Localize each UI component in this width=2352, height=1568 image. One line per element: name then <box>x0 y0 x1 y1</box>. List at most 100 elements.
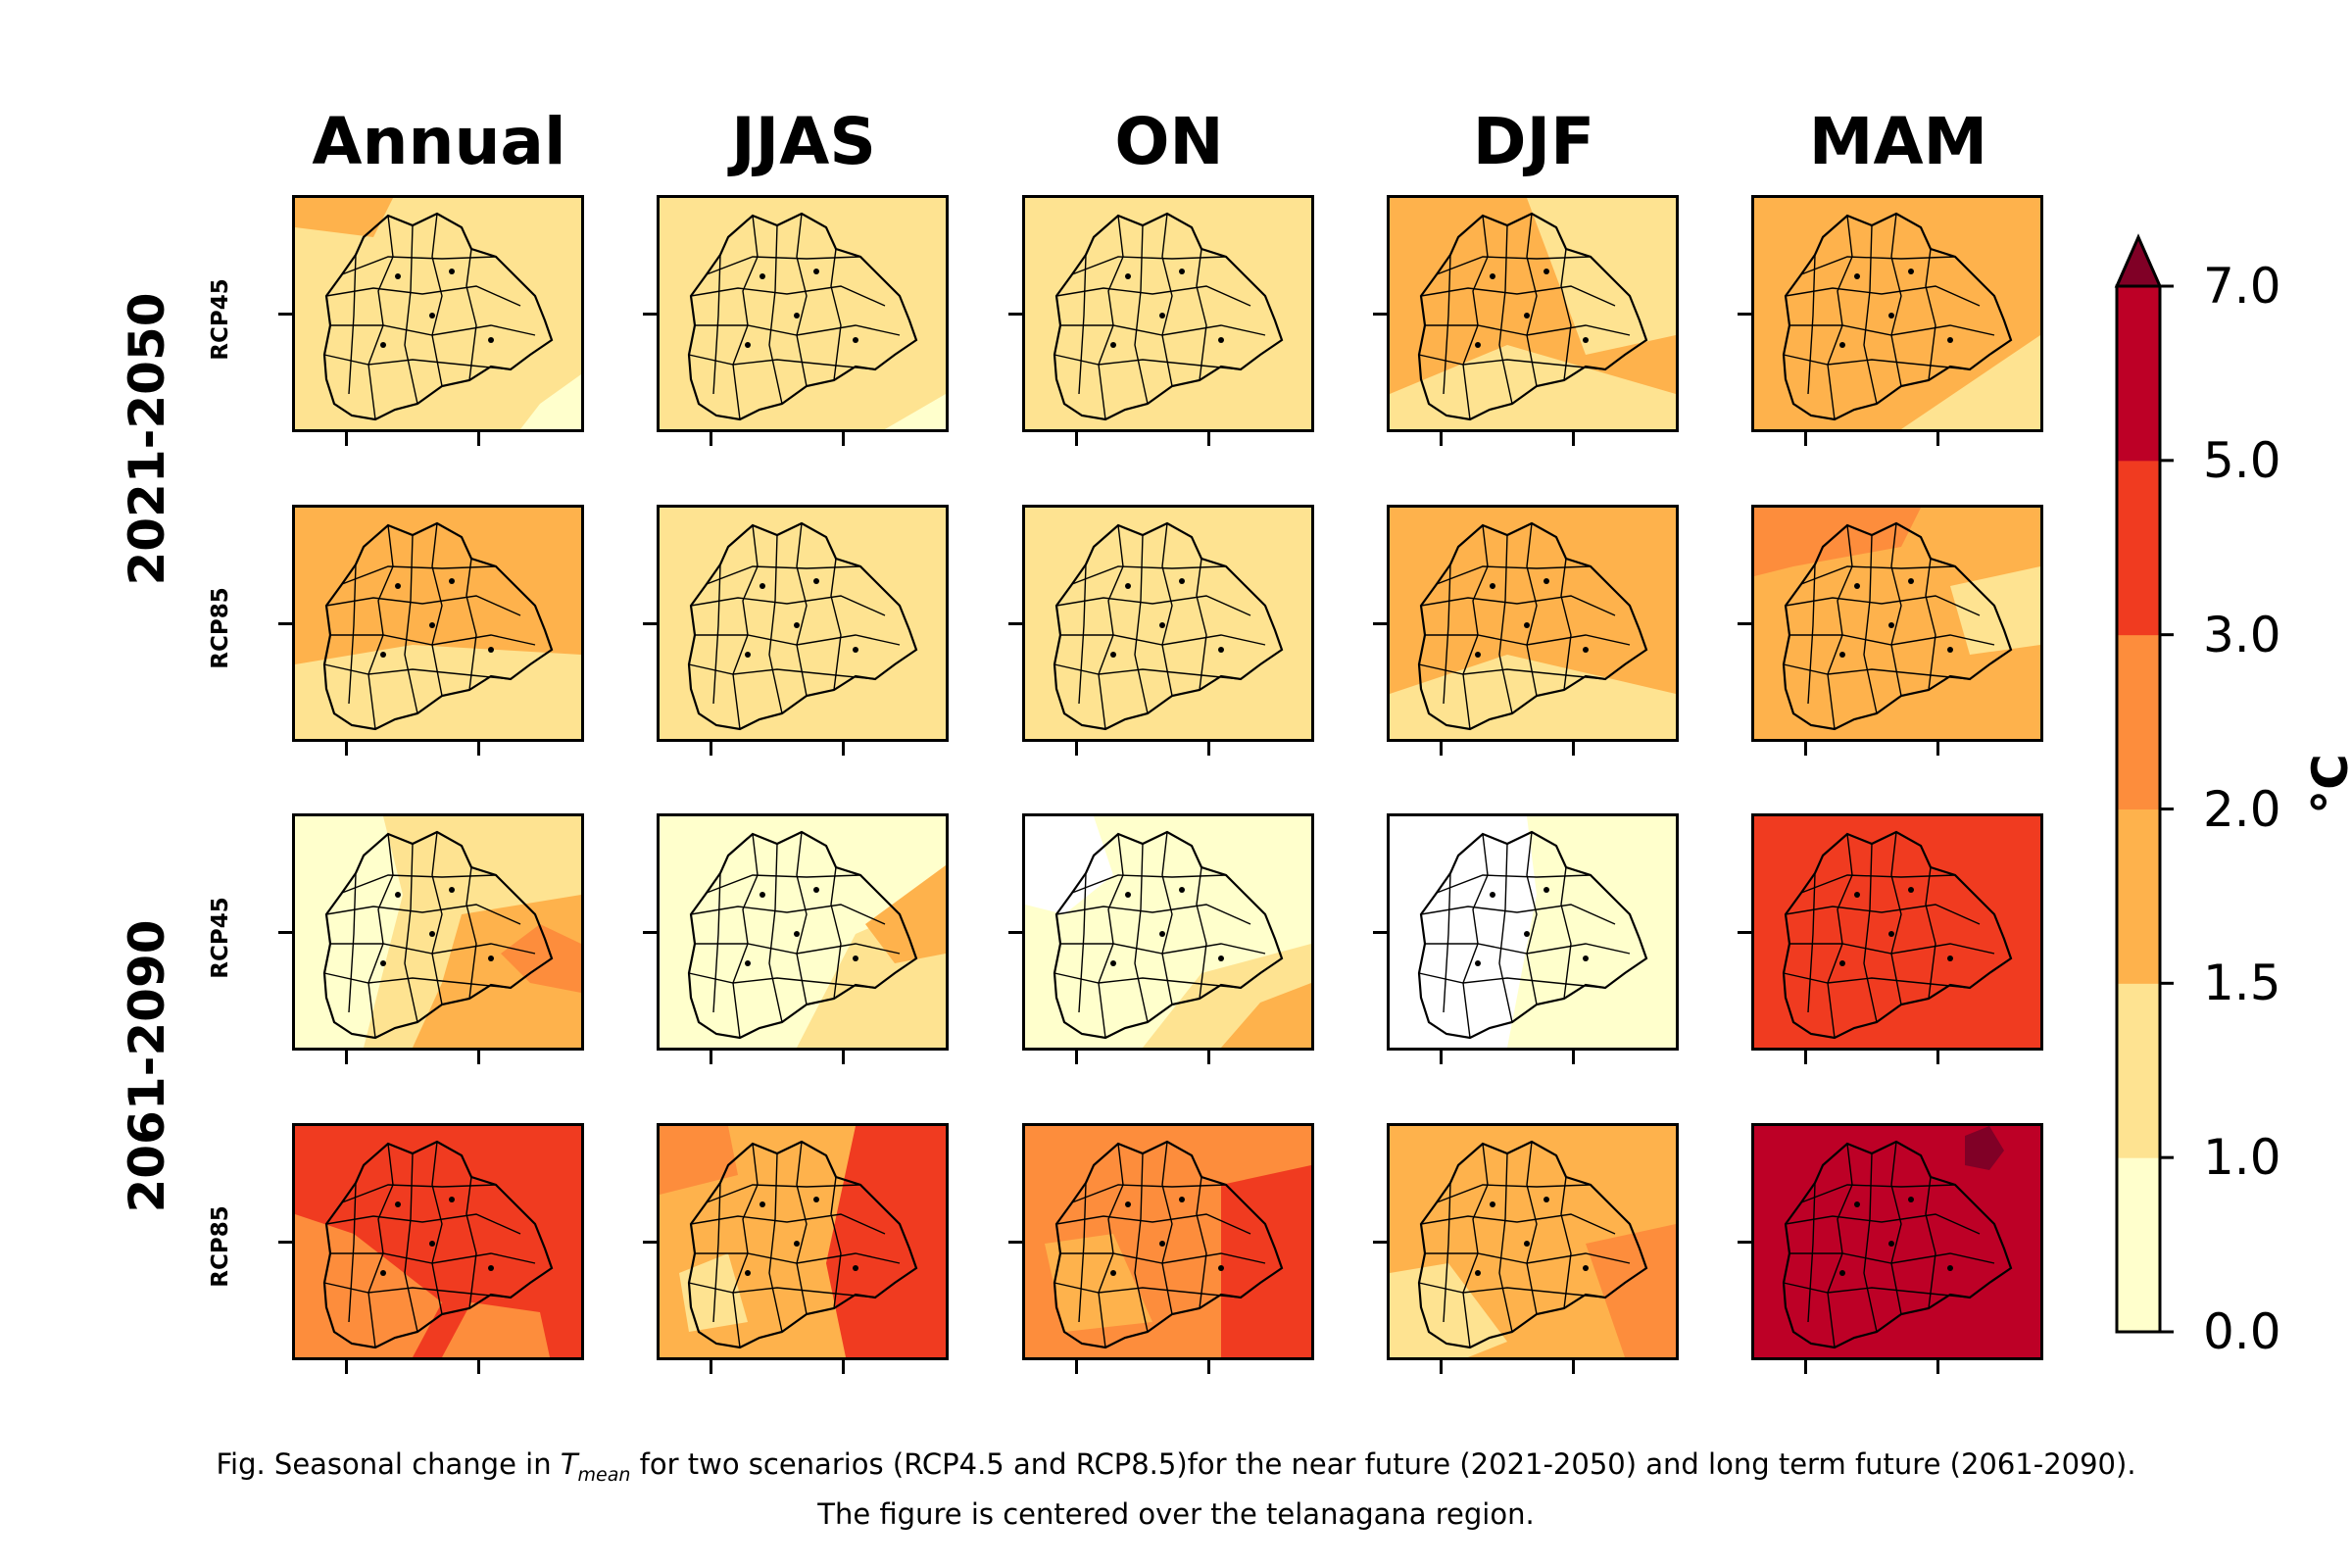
district-marker <box>760 273 765 279</box>
column-title-on: ON <box>1114 104 1224 179</box>
scenario-label-near-rcp45: RCP45 <box>208 278 233 361</box>
district-marker <box>1524 622 1530 628</box>
district-boundary <box>690 1213 886 1235</box>
district-boundary <box>466 866 477 1000</box>
district-boundary <box>348 872 357 1013</box>
x-tick <box>1936 742 1939 756</box>
y-tick <box>1373 621 1387 625</box>
district-boundary <box>712 564 721 705</box>
district-boundary <box>1789 634 1995 646</box>
x-tick <box>476 742 480 756</box>
district-marker <box>1179 1197 1185 1202</box>
district-boundary <box>768 1152 783 1333</box>
district-marker <box>745 652 751 658</box>
district-boundary <box>1800 1184 1956 1203</box>
district-marker <box>1854 583 1860 589</box>
district-boundary <box>1863 534 1878 714</box>
district-boundary <box>1783 663 1971 680</box>
x-tick <box>476 1051 480 1064</box>
district-boundary <box>1526 522 1538 697</box>
district-marker <box>1218 956 1224 961</box>
x-tick <box>476 1360 480 1374</box>
map-field <box>1390 1126 1676 1357</box>
contour-region <box>295 198 393 237</box>
district-marker <box>380 652 386 658</box>
district-boundary <box>1789 943 1995 955</box>
map-panel-2061-2090-rcp85-annual <box>292 1123 584 1360</box>
district-boundary <box>323 354 512 370</box>
y-tick <box>1008 621 1022 625</box>
district-boundary <box>1785 285 1981 307</box>
district-boundary <box>325 1213 521 1235</box>
x-tick <box>344 1360 348 1374</box>
district-boundary <box>1054 663 1242 680</box>
district-boundary <box>712 254 721 395</box>
district-boundary <box>1443 872 1451 1013</box>
x-tick <box>1571 1360 1575 1374</box>
district-boundary <box>1462 524 1489 730</box>
y-tick <box>1008 930 1022 934</box>
x-tick <box>841 742 845 756</box>
district-marker <box>760 1201 765 1207</box>
district-boundary <box>695 324 901 336</box>
district-boundary <box>1071 1184 1227 1203</box>
district-boundary <box>1418 972 1606 989</box>
colorbar-unit-label: °C <box>2302 754 2352 814</box>
district-marker <box>1110 960 1116 966</box>
district-boundary <box>1436 1184 1592 1203</box>
district-boundary <box>330 634 536 646</box>
x-tick <box>1439 432 1443 446</box>
y-tick <box>278 1240 292 1244</box>
map-panel-2061-2090-rcp45-annual <box>292 813 584 1051</box>
x-tick <box>1803 742 1807 756</box>
district-marker <box>1947 1265 1953 1271</box>
x-tick <box>1206 432 1210 446</box>
y-tick <box>643 930 657 934</box>
district-marker <box>1544 269 1549 274</box>
district-boundary <box>466 558 477 691</box>
district-boundary <box>1526 213 1538 387</box>
district-marker <box>1908 1197 1914 1202</box>
district-marker <box>488 647 494 653</box>
district-marker <box>395 273 401 279</box>
district-boundary <box>325 285 521 307</box>
district-boundary <box>1807 872 1816 1013</box>
district-boundary <box>404 534 418 714</box>
map-field <box>295 1126 581 1357</box>
district-boundary <box>768 534 783 714</box>
district-marker <box>794 931 800 937</box>
district-boundary <box>695 634 901 646</box>
colorbar-frame <box>2115 284 2162 1334</box>
district-boundary <box>1925 558 1936 691</box>
district-boundary <box>1060 634 1266 646</box>
district-marker <box>1544 1197 1549 1202</box>
region-outline <box>1053 1140 1284 1349</box>
map-field <box>660 508 946 739</box>
map-panel-2061-2090-rcp85-on <box>1022 1123 1314 1360</box>
district-boundary <box>1418 663 1606 680</box>
x-tick <box>1206 1360 1210 1374</box>
map-panel-2061-2090-rcp85-djf <box>1387 1123 1679 1360</box>
district-boundary <box>1783 1282 1971 1298</box>
district-boundary <box>1161 213 1173 387</box>
column-title-annual: Annual <box>312 104 566 179</box>
district-marker <box>429 931 435 937</box>
colorbar-segment <box>2117 808 2160 984</box>
y-tick <box>1008 1240 1022 1244</box>
district-marker <box>1218 1265 1224 1271</box>
y-tick <box>1738 930 1751 934</box>
district-boundary <box>323 1282 512 1298</box>
contour-region <box>1965 1126 2004 1170</box>
district-boundary <box>325 595 521 616</box>
district-marker <box>745 960 751 966</box>
district-boundary <box>1526 831 1538 1005</box>
district-boundary <box>348 564 357 705</box>
district-boundary <box>1443 1182 1451 1323</box>
district-marker <box>1159 622 1165 628</box>
y-tick <box>1373 1240 1387 1244</box>
x-tick <box>1803 1360 1807 1374</box>
x-tick <box>1803 1051 1807 1064</box>
map-panel-2021-2050-rcp45-mam <box>1751 195 2043 432</box>
map-panel-2021-2050-rcp45-on <box>1022 195 1314 432</box>
district-boundary <box>1436 565 1592 585</box>
